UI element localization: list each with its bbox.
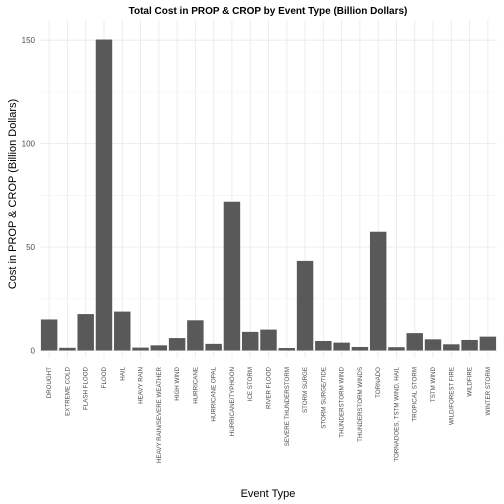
bar (351, 346, 369, 351)
x-tick-label: TORNADO (375, 367, 382, 398)
bar (406, 333, 423, 351)
bar (369, 231, 387, 351)
bar (40, 319, 58, 351)
x-tick-label: THUNDERSTORM WIND (339, 366, 346, 437)
bar (150, 345, 168, 351)
bar (260, 329, 277, 351)
x-tick-label: WILD/FOREST FIRE (448, 367, 455, 425)
bar (333, 342, 350, 351)
x-tick-label: SEVERE THUNDERSTORM (284, 367, 291, 446)
x-axis-ticks: DROUGHT EXTREME COLD FLASH FLOOD FLOOD HAIL H… (46, 366, 492, 462)
bar (278, 348, 296, 351)
bar (223, 201, 241, 351)
bar (168, 338, 186, 351)
bar (388, 347, 405, 351)
x-tick-label: HURRICANE (192, 367, 199, 404)
y-tick-label: 150 (22, 36, 36, 45)
bar (77, 314, 94, 351)
y-axis-ticks: 0 50 100 150 (22, 36, 36, 355)
chart-title: Total Cost in PROP & CROP by Event Type … (129, 6, 408, 17)
x-tick-label: HURRICANE OPAL (211, 366, 218, 421)
x-tick-label: WILDFIRE (467, 367, 474, 397)
bar (424, 339, 442, 351)
x-axis-title: Event Type (241, 488, 296, 500)
x-tick-label: TROPICAL STORM (412, 367, 419, 422)
x-tick-label: HAIL (119, 366, 126, 380)
x-tick-label: STORM SURGE/TIDE (320, 367, 327, 429)
x-tick-label: ICE STORM (247, 367, 254, 401)
x-tick-label: FLOOD (101, 366, 108, 388)
x-tick-label: TSTM WIND (430, 366, 437, 402)
x-tick-label: THUNDERSTORM WINDS (357, 367, 364, 442)
bar (59, 347, 76, 351)
bar (132, 347, 149, 351)
x-tick-label: HEAVY RAIN/SEVERE WEATHER (156, 366, 163, 462)
bar (315, 340, 332, 351)
bar (95, 39, 113, 351)
bar (296, 260, 314, 351)
x-tick-label: STORM SURGE (302, 367, 309, 413)
x-tick-label: EXTREME COLD (64, 366, 71, 415)
x-tick-label: RIVER FLOOD (266, 366, 273, 408)
y-tick-label: 100 (22, 140, 36, 149)
x-tick-label: DROUGHT (46, 367, 53, 398)
y-axis-title: Cost in PROP & CROP (Billion Dollars) (7, 99, 19, 289)
bar (479, 336, 497, 351)
bar (241, 331, 259, 351)
x-tick-label: WINTER STORM (485, 367, 492, 415)
y-tick-label: 0 (31, 347, 36, 356)
x-tick-label: TORNADOES, TSTM WIND, HAIL (393, 366, 400, 461)
bar (461, 339, 478, 351)
x-tick-label: HIGH WIND (174, 366, 181, 400)
grid-lines (40, 20, 497, 358)
y-tick-label: 50 (26, 243, 35, 252)
x-tick-label: FLASH FLOOD (83, 366, 90, 410)
bar (443, 344, 460, 351)
bars (40, 39, 497, 351)
x-tick-label: HURRICANE/TYPHOON (229, 367, 236, 436)
x-tick-label: HEAVY RAIN (138, 367, 145, 404)
bar (187, 320, 204, 351)
bar (205, 343, 222, 351)
bar (114, 311, 131, 351)
